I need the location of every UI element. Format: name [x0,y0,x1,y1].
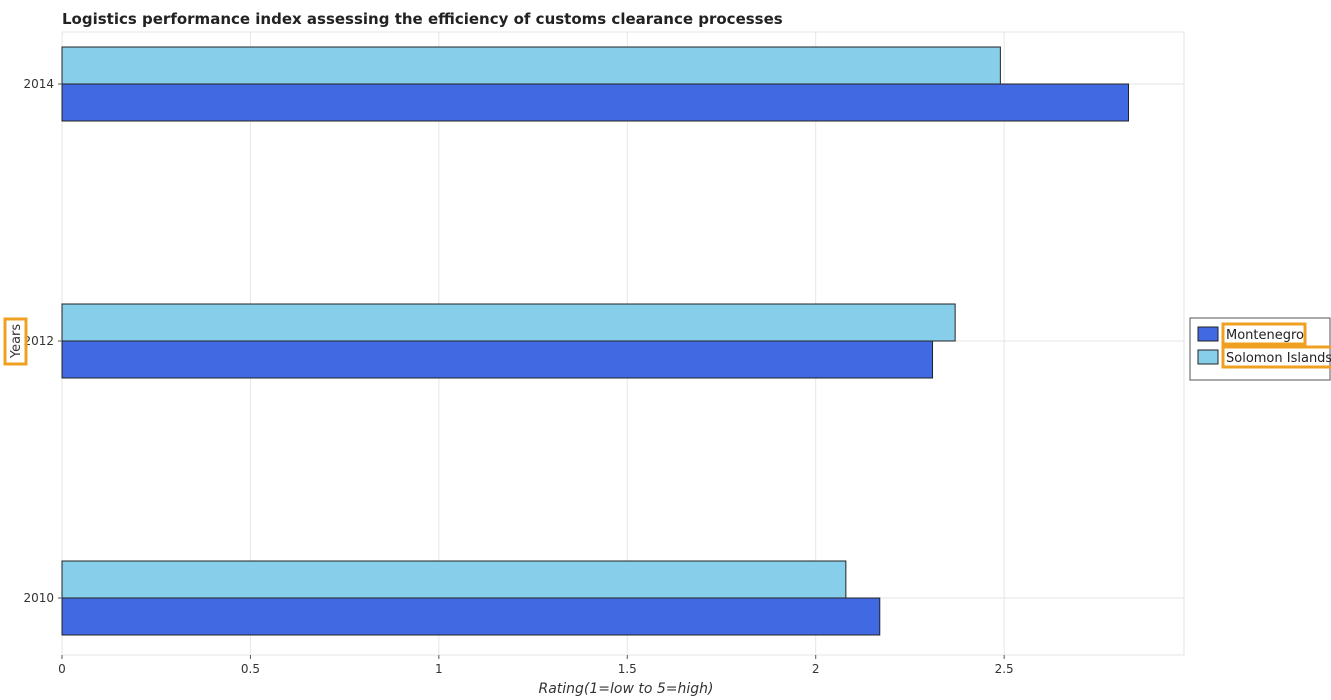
chart-title: Logistics performance index assessing th… [62,10,783,28]
y-tick-label: 2014 [23,77,54,91]
bar-montenegro-2010 [61,597,881,636]
y-axis-ticks: 2010 2012 2014 [23,77,62,605]
x-tick-label: 2.5 [995,662,1014,676]
y-tick-label: 2012 [23,334,54,348]
legend-highlight [1221,345,1331,369]
legend-label: Montenegro [1226,328,1304,343]
x-tick-label: 1 [435,662,443,676]
legend: Montenegro Solomon Islands [1189,317,1331,381]
svg-text:Years: Years [9,324,24,360]
bar-solomon-islands-2012 [61,303,956,342]
bar-solomon-islands-2014 [61,46,1001,85]
x-tick-label: 0.5 [241,662,260,676]
x-tick-label: 2 [812,662,820,676]
bar-montenegro-2012 [61,340,934,379]
legend-label: Solomon Islands [1226,351,1331,366]
y-axis-label: Years [3,317,28,366]
x-axis-ticks: 0 0.5 1 1.5 2 2.5 [58,655,1014,676]
x-axis-label: Rating(1=low to 5=high) [538,681,713,697]
bars [61,46,1129,636]
x-tick-label: 1.5 [618,662,637,676]
legend-swatch [1197,326,1219,342]
bar-montenegro-2014 [61,83,1129,122]
bar-solomon-islands-2010 [61,560,847,599]
y-tick-label: 2010 [23,591,54,605]
legend-highlight [1221,322,1307,346]
x-tick-label: 0 [58,662,66,676]
legend-swatch [1197,349,1219,365]
